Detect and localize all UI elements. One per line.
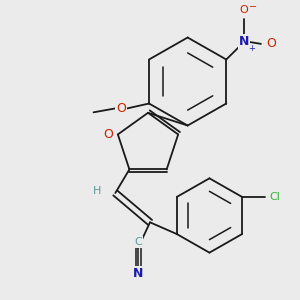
Text: +: + — [249, 44, 256, 53]
Text: −: − — [249, 2, 257, 12]
Text: Cl: Cl — [269, 192, 280, 202]
Text: O: O — [240, 4, 248, 15]
Text: O: O — [116, 102, 126, 115]
Text: N: N — [239, 35, 249, 48]
Text: H: H — [93, 186, 102, 196]
Text: C: C — [134, 237, 142, 247]
Text: O: O — [103, 128, 113, 141]
Text: O: O — [266, 38, 276, 50]
Text: N: N — [133, 267, 143, 280]
